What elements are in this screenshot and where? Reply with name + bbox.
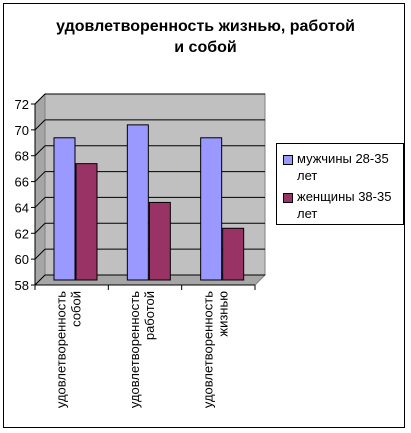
- gridline-wall: [34, 119, 46, 131]
- y-tick-label: 68: [15, 149, 29, 164]
- bar-men-0: [53, 137, 76, 281]
- gridline-wall: [34, 93, 46, 105]
- side-wall: [34, 92, 46, 287]
- chart-title-line2: и собой: [174, 39, 237, 56]
- legend-label-women: женщины 38-35 лет: [297, 189, 392, 221]
- bar-women-2: [222, 227, 245, 281]
- gridline-wall: [34, 197, 46, 208]
- legend-item-women: женщины 38-35 лет: [283, 188, 402, 222]
- chart-title-line1: удовлетворенность жизнью, работой: [56, 18, 355, 35]
- y-tick-label: 64: [15, 200, 29, 215]
- gridline-wall: [34, 171, 46, 182]
- y-tick-label: 60: [15, 252, 29, 267]
- gridline-wall: [34, 145, 46, 157]
- bar-women-1: [148, 201, 171, 281]
- y-tick-label: 70: [15, 123, 29, 138]
- gridline-wall: [34, 274, 46, 286]
- x-tick-label-1: удовлетворенностьработой: [127, 291, 157, 408]
- gridline-wall: [34, 222, 46, 234]
- x-tick-label-0: удовлетворенностьсобой: [54, 291, 84, 408]
- x-tick-label-2: удовлетворенностьжизнью: [200, 291, 230, 408]
- bar-women-0: [75, 163, 98, 281]
- legend-swatch-men: [283, 155, 293, 165]
- chart-title: удовлетворенность жизнью, работой и собо…: [0, 16, 411, 58]
- y-tick-label: 72: [15, 97, 29, 112]
- y-tick-label: 58: [15, 278, 29, 293]
- bar-men-2: [200, 137, 223, 281]
- gridline-wall: [34, 248, 46, 260]
- legend-label-men: мужчины 28-35 лет: [297, 151, 389, 183]
- legend-item-men: мужчины 28-35 лет: [283, 150, 402, 184]
- y-tick-label: 62: [15, 226, 29, 241]
- legend: мужчины 28-35 лет женщины 38-35 лет: [276, 143, 404, 225]
- y-tick-label: 66: [15, 175, 29, 190]
- bar-men-1: [126, 124, 149, 281]
- legend-swatch-women: [283, 193, 293, 203]
